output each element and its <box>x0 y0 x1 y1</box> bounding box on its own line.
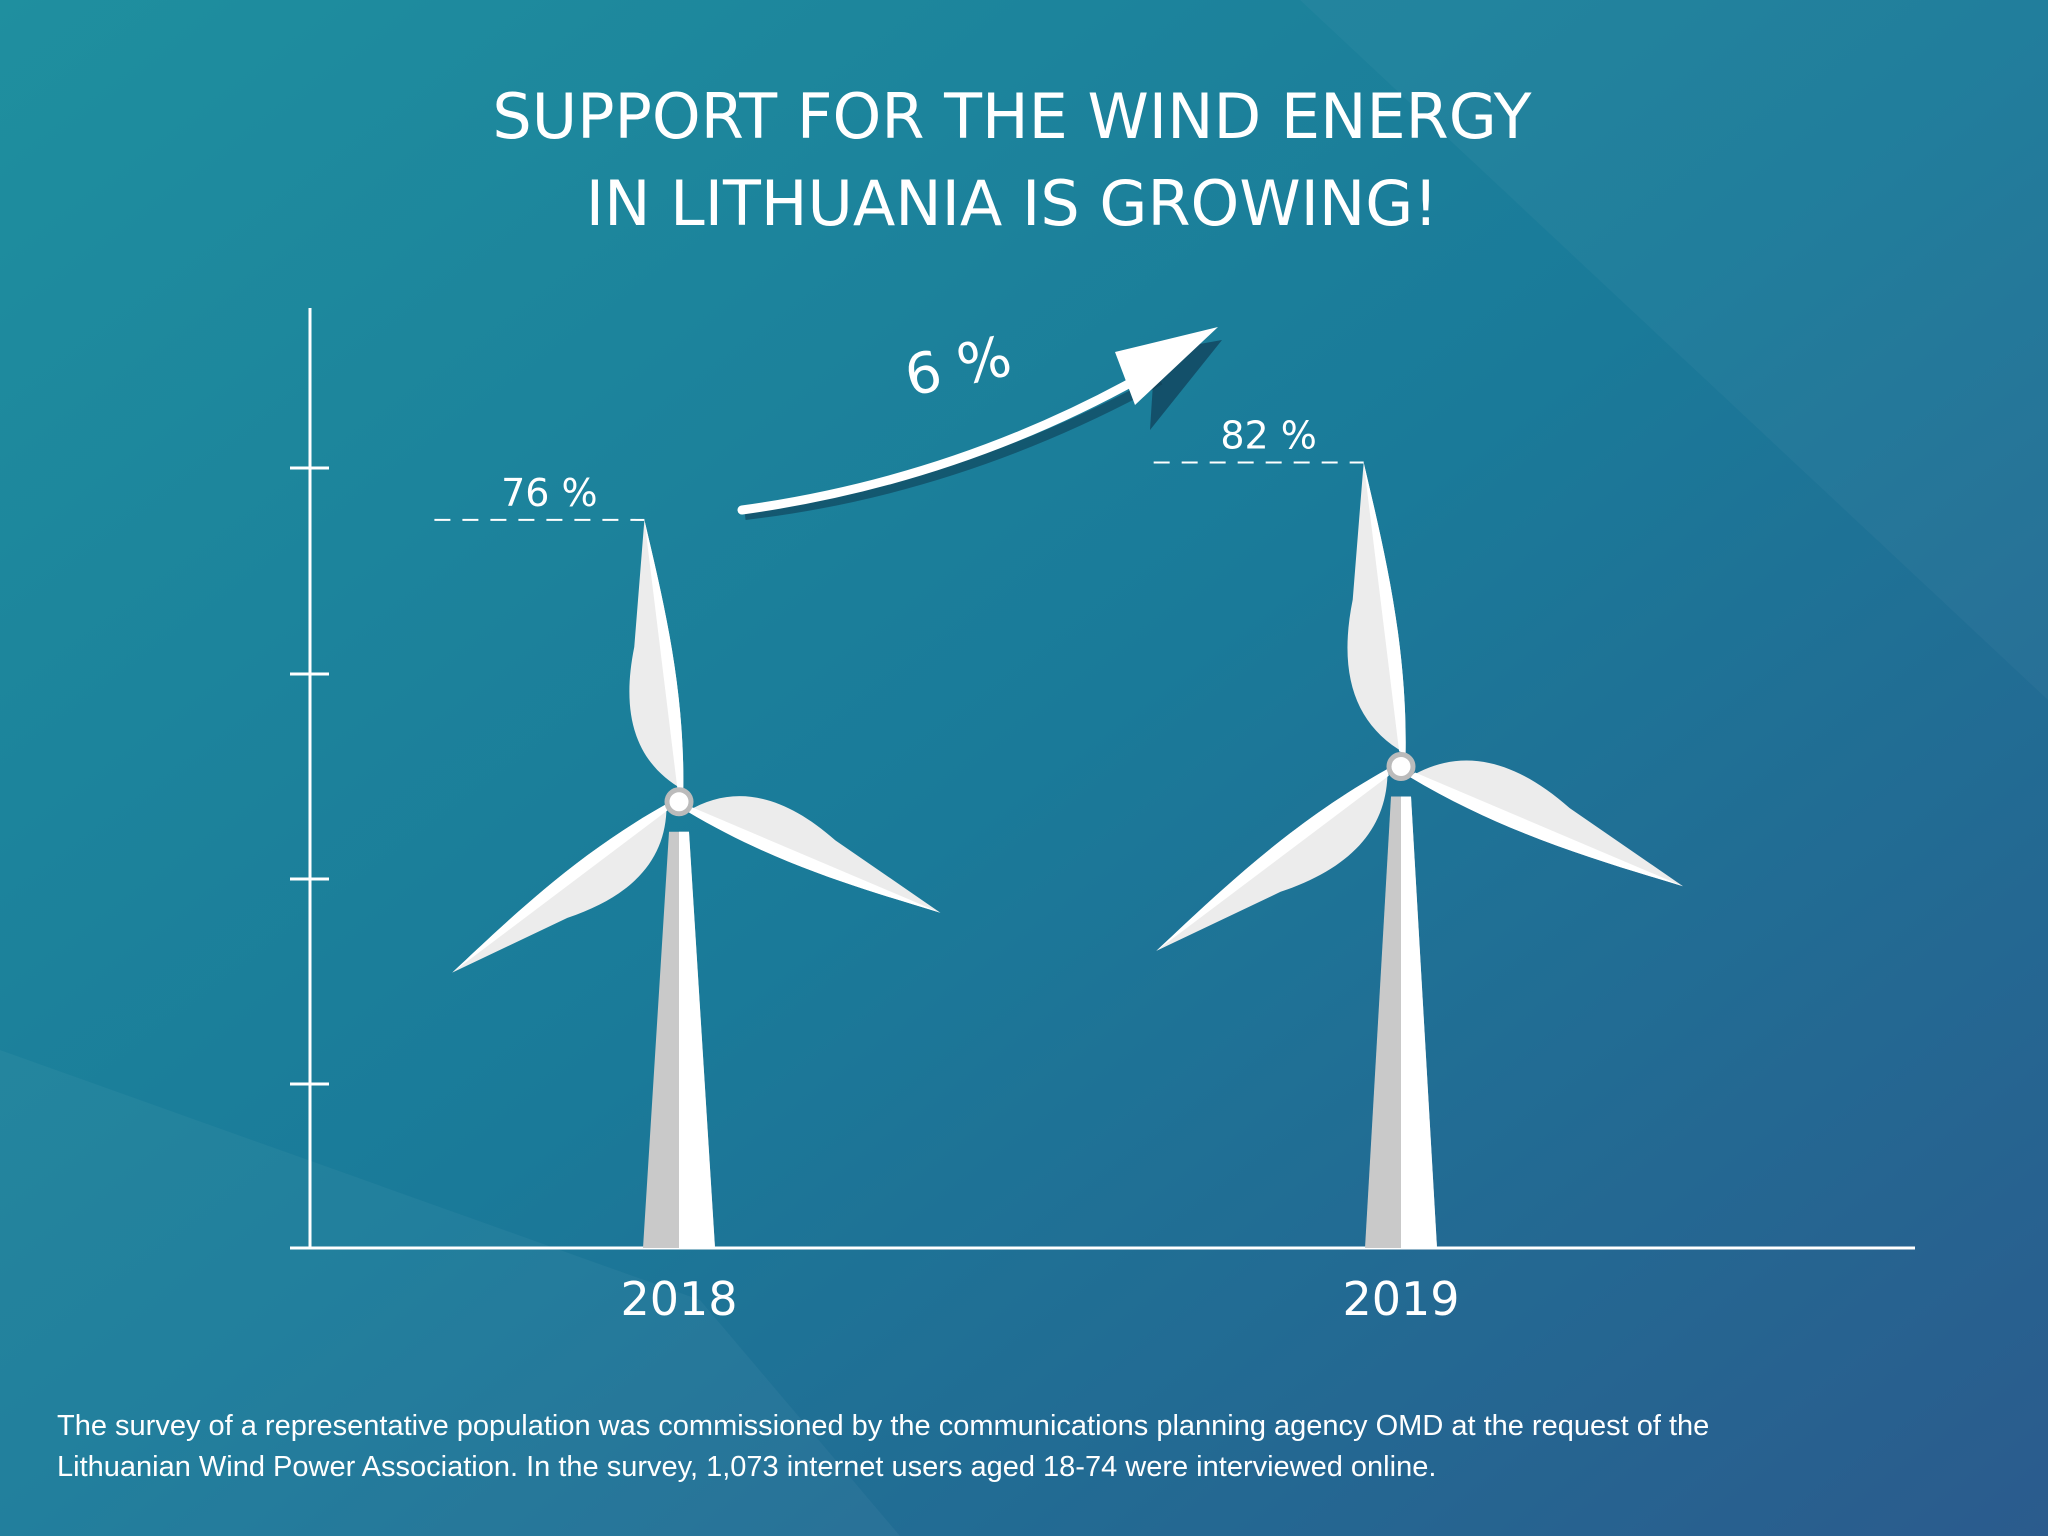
blade <box>1409 760 1684 887</box>
blade-edge <box>1156 769 1389 951</box>
tower-light <box>1401 796 1437 1248</box>
arrow-line <box>737 367 1155 515</box>
blade-edge <box>687 807 941 913</box>
hub <box>664 787 694 817</box>
blade <box>452 804 668 973</box>
blade-body <box>687 796 941 913</box>
blade-edge <box>1409 772 1684 887</box>
blade-edge <box>644 519 684 790</box>
x-tick-label: 2018 <box>620 1272 737 1326</box>
footnote: The survey of a representative populatio… <box>57 1410 1709 1442</box>
blade <box>687 796 941 913</box>
blade-edge <box>452 804 668 973</box>
blade-body <box>1409 760 1684 887</box>
hub <box>1386 752 1416 782</box>
arrow-shadow <box>744 375 1163 520</box>
turbine <box>1156 462 1684 1248</box>
blade <box>1347 462 1406 754</box>
value-label: 76 % <box>501 471 598 515</box>
blade <box>1156 769 1389 951</box>
footnote: Lithuanian Wind Power Association. In th… <box>57 1451 1436 1483</box>
arrow-head <box>1115 327 1218 405</box>
bg-shape <box>0 1050 900 1536</box>
value-label: 82 % <box>1220 413 1317 457</box>
axes <box>290 308 1915 1250</box>
x-tick-label: 2019 <box>1342 1272 1459 1326</box>
blade-edge <box>1363 462 1406 754</box>
growth-arrow <box>737 327 1222 520</box>
tower-light <box>679 831 715 1248</box>
turbine <box>452 519 941 1248</box>
blade <box>629 519 684 790</box>
chart-title: SUPPORT FOR THE WIND ENERGY <box>492 80 1531 153</box>
chart-title: IN LITHUANIA IS GROWING! <box>586 167 1438 240</box>
